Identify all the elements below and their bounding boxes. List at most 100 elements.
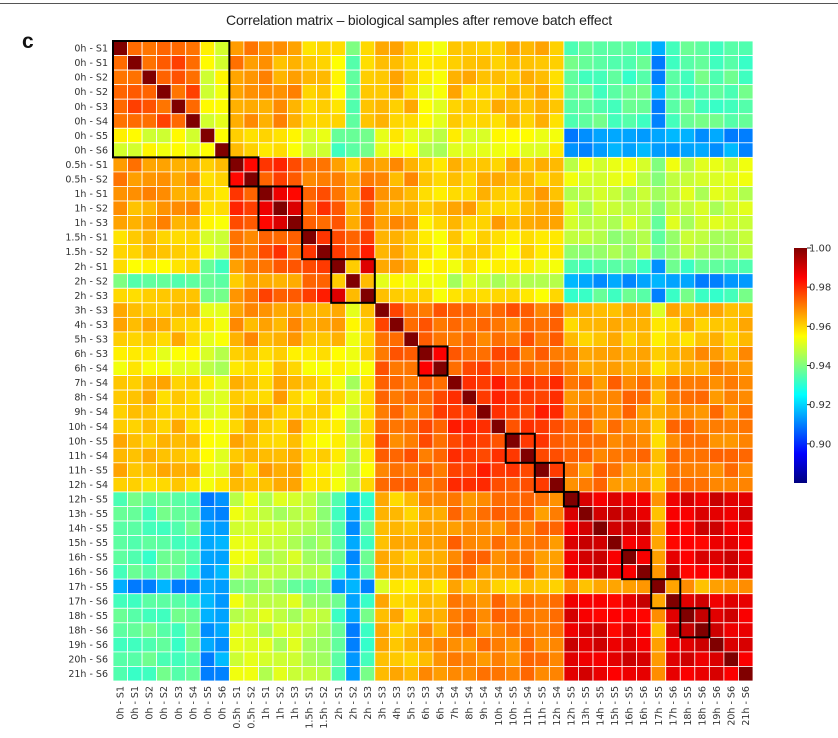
- heatmap-cell: [592, 316, 608, 333]
- heatmap-cell: [738, 535, 754, 551]
- heatmap-cell: [432, 156, 448, 173]
- heatmap-cell: [141, 84, 158, 100]
- heatmap-cell: [636, 666, 652, 682]
- heatmap-cell: [578, 418, 594, 435]
- heatmap-cell: [519, 55, 536, 71]
- heatmap-cell: [418, 316, 434, 333]
- heatmap-cell: [301, 622, 318, 638]
- heatmap-cell: [505, 535, 521, 551]
- heatmap-cell: [316, 651, 332, 667]
- replicate-block-outline: [417, 345, 449, 377]
- heatmap-cell: [578, 156, 594, 173]
- heatmap-cell: [359, 622, 376, 638]
- heatmap-cell: [476, 578, 492, 595]
- heatmap-cell: [548, 258, 565, 275]
- heatmap-cell: [359, 404, 376, 420]
- heatmap-cell: [185, 98, 201, 115]
- heatmap-cell: [708, 418, 725, 435]
- heatmap-cell: [578, 316, 594, 333]
- heatmap-cell: [534, 360, 550, 376]
- heatmap-cell: [534, 156, 550, 173]
- heatmap-cell: [665, 331, 681, 347]
- heatmap-cell: [636, 69, 652, 86]
- heatmap-cell: [185, 389, 201, 406]
- heatmap-cell: [287, 215, 303, 231]
- heatmap-cell: [403, 113, 419, 129]
- heatmap-cell: [301, 200, 318, 216]
- heatmap-cell: [258, 360, 274, 376]
- heatmap-cell: [592, 186, 608, 202]
- heatmap-cell: [723, 418, 739, 435]
- heatmap-cell: [694, 535, 710, 551]
- heatmap-cell: [432, 244, 448, 260]
- heatmap-cell: [199, 651, 216, 667]
- heatmap-cell: [636, 40, 652, 56]
- heatmap-cell: [723, 636, 739, 653]
- heatmap-cell: [185, 186, 201, 202]
- heatmap-cell: [272, 215, 288, 231]
- heatmap-cell: [345, 389, 361, 406]
- heatmap-cell: [287, 607, 303, 624]
- heatmap-cell: [636, 462, 652, 478]
- heatmap-cell: [447, 666, 463, 682]
- heatmap-cell: [578, 84, 594, 100]
- heatmap-cell: [505, 447, 521, 464]
- heatmap-cell: [156, 520, 172, 536]
- heatmap-cell: [374, 69, 390, 86]
- heatmap-cell: [534, 244, 550, 260]
- heatmap-cell: [287, 258, 303, 275]
- heatmap-cell: [505, 375, 521, 391]
- heatmap-cell: [578, 40, 594, 56]
- heatmap-cell: [272, 156, 288, 173]
- heatmap-cell: [476, 666, 492, 682]
- heatmap-cell: [447, 622, 463, 638]
- heatmap-cell: [272, 520, 288, 536]
- heatmap-cell: [112, 433, 128, 449]
- column-tick-label: 14h - S5: [596, 686, 607, 726]
- heatmap-cell: [359, 433, 376, 449]
- column-tick-label: 17h - S6: [668, 686, 679, 726]
- heatmap-cell: [490, 389, 507, 406]
- heatmap-cell: [679, 404, 696, 420]
- heatmap-cell: [461, 55, 478, 71]
- heatmap-cell: [738, 40, 754, 56]
- colorbar-tick-label: 0.96: [809, 322, 831, 333]
- heatmap-cell: [243, 287, 259, 304]
- row-tick-label: 1h - S2: [74, 204, 108, 215]
- heatmap-cell: [723, 389, 739, 406]
- heatmap-cell: [519, 418, 536, 435]
- heatmap-cell: [185, 40, 201, 56]
- heatmap-cell: [694, 316, 710, 333]
- heatmap-cell: [563, 549, 579, 566]
- heatmap-cell: [345, 578, 361, 595]
- heatmap-cell: [563, 55, 579, 71]
- heatmap-cell: [112, 447, 128, 464]
- heatmap-cell: [534, 564, 550, 580]
- heatmap-cell: [330, 622, 347, 638]
- heatmap-cell: [112, 520, 128, 536]
- heatmap-cell: [141, 375, 158, 391]
- heatmap-cell: [388, 127, 405, 144]
- heatmap-cell: [185, 506, 201, 522]
- heatmap-cell: [374, 302, 390, 318]
- heatmap-cell: [374, 404, 390, 420]
- heatmap-cell: [301, 331, 318, 347]
- heatmap-cell: [447, 651, 463, 667]
- heatmap-cell: [127, 229, 143, 246]
- heatmap-cell: [432, 578, 448, 595]
- heatmap-cell: [301, 593, 318, 609]
- heatmap-cell: [461, 520, 478, 536]
- heatmap-cell: [287, 578, 303, 595]
- heatmap-cell: [592, 578, 608, 595]
- heatmap-cell: [665, 462, 681, 478]
- heatmap-cell: [665, 273, 681, 289]
- heatmap-cell: [708, 520, 725, 536]
- heatmap-cell: [170, 564, 187, 580]
- heatmap-cell: [505, 433, 521, 449]
- heatmap-cell: [534, 331, 550, 347]
- heatmap-cell: [185, 476, 201, 493]
- heatmap-cell: [156, 433, 172, 449]
- heatmap-cell: [708, 229, 725, 246]
- heatmap-cell: [112, 84, 128, 100]
- heatmap-cell: [141, 564, 158, 580]
